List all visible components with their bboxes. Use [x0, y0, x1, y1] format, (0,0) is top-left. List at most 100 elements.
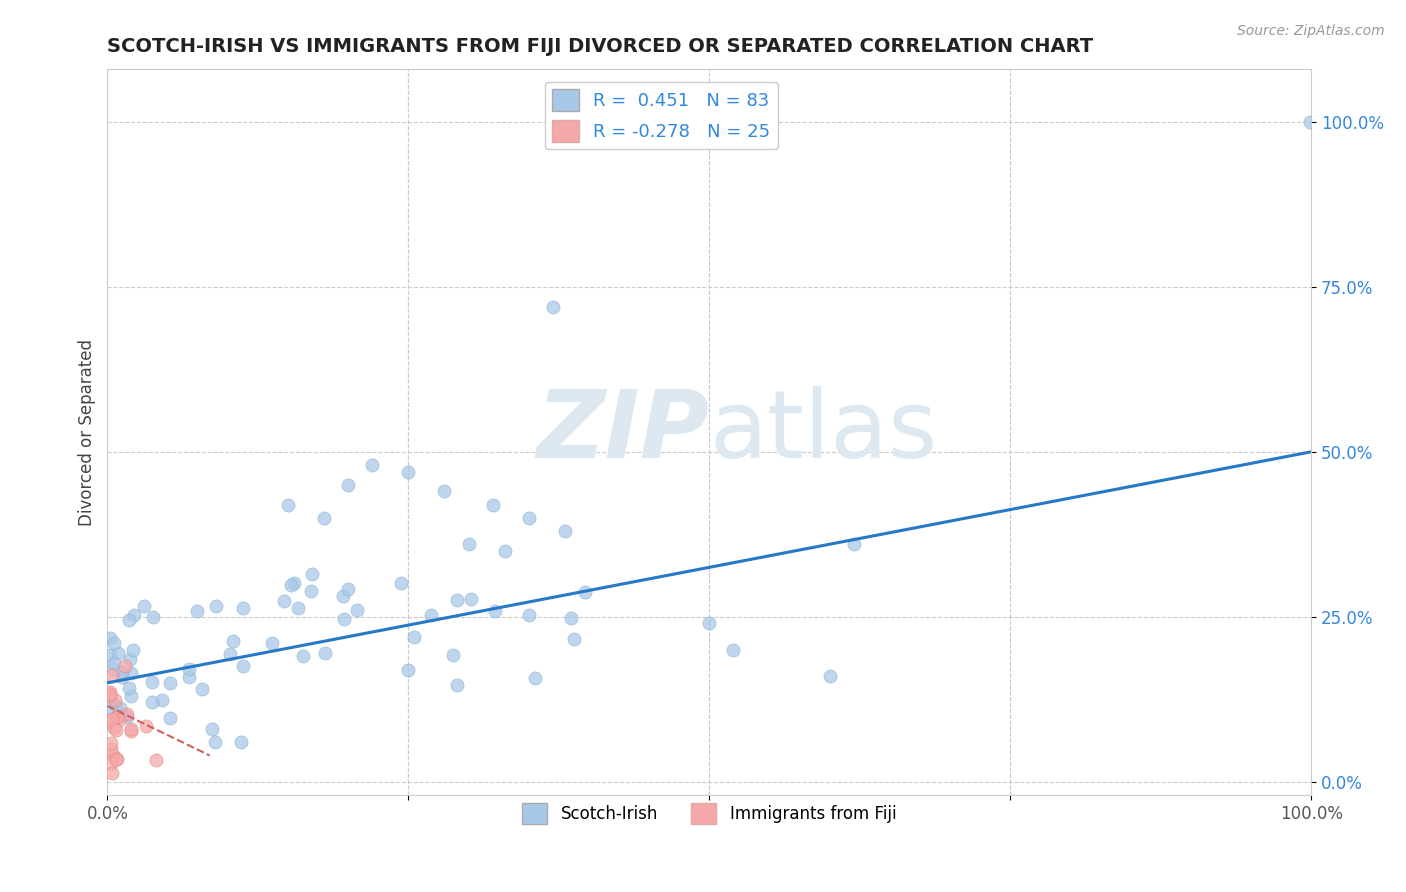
- Point: [446, 678, 468, 692]
- Text: SCOTCH-IRISH VS IMMIGRANTS FROM FIJI DIVORCED OR SEPARATED CORRELATION CHART: SCOTCH-IRISH VS IMMIGRANTS FROM FIJI DIV…: [107, 37, 1094, 56]
- Point: [120, 722, 142, 736]
- Point: [100, 736, 122, 750]
- Point: [273, 594, 295, 608]
- Point: [218, 647, 240, 661]
- Point: [98, 631, 121, 645]
- Point: [101, 766, 124, 780]
- Point: [104, 698, 127, 713]
- Point: [103, 748, 125, 763]
- Point: [574, 585, 596, 599]
- Point: [419, 607, 441, 622]
- Point: [564, 632, 586, 646]
- Point: [105, 723, 128, 737]
- Point: [389, 576, 412, 591]
- Point: [105, 752, 128, 766]
- Point: [361, 458, 384, 472]
- Point: [560, 611, 582, 625]
- Point: [98, 685, 121, 699]
- Point: [117, 710, 139, 724]
- Point: [141, 675, 163, 690]
- Point: [150, 693, 173, 707]
- Point: [98, 687, 121, 701]
- Point: [232, 600, 254, 615]
- Point: [494, 544, 516, 558]
- Point: [120, 724, 142, 739]
- Point: [333, 612, 356, 626]
- Point: [111, 670, 134, 684]
- Point: [105, 752, 128, 766]
- Point: [159, 710, 181, 724]
- Point: [404, 630, 426, 644]
- Point: [460, 592, 482, 607]
- Point: [141, 695, 163, 709]
- Point: [204, 735, 226, 749]
- Point: [484, 604, 506, 618]
- Point: [120, 665, 142, 680]
- Point: [124, 607, 146, 622]
- Point: [103, 721, 125, 735]
- Point: [110, 700, 132, 714]
- Point: [105, 709, 128, 723]
- Point: [177, 670, 200, 684]
- Point: [135, 719, 157, 733]
- Point: [103, 662, 125, 676]
- Point: [111, 665, 134, 679]
- Point: [177, 662, 200, 676]
- Point: [97, 714, 120, 729]
- Point: [842, 537, 865, 551]
- Point: [201, 722, 224, 736]
- Point: [396, 663, 419, 677]
- Point: [103, 636, 125, 650]
- Point: [100, 742, 122, 756]
- Point: [115, 706, 138, 721]
- Point: [118, 613, 141, 627]
- Point: [118, 681, 141, 695]
- Point: [262, 635, 284, 649]
- Point: [697, 616, 720, 631]
- Point: [519, 607, 541, 622]
- Point: [103, 657, 125, 671]
- Point: [159, 675, 181, 690]
- Point: [98, 700, 121, 714]
- Point: [396, 465, 419, 479]
- Point: [541, 300, 564, 314]
- Point: [818, 669, 841, 683]
- Point: [100, 668, 122, 682]
- Point: [314, 646, 336, 660]
- Point: [232, 659, 254, 673]
- Point: [280, 578, 302, 592]
- Point: [277, 498, 299, 512]
- Point: [101, 712, 124, 726]
- Point: [312, 511, 335, 525]
- Point: [107, 713, 129, 727]
- Point: [134, 599, 156, 613]
- Point: [120, 689, 142, 703]
- Point: [299, 584, 322, 599]
- Point: [524, 671, 547, 685]
- Point: [231, 735, 253, 749]
- Point: [481, 498, 503, 512]
- Point: [142, 610, 165, 624]
- Point: [346, 602, 368, 616]
- Point: [457, 537, 479, 551]
- Point: [446, 593, 468, 607]
- Point: [283, 576, 305, 591]
- Point: [112, 707, 135, 722]
- Point: [104, 692, 127, 706]
- Point: [723, 643, 745, 657]
- Point: [191, 681, 214, 696]
- Text: ZIP: ZIP: [537, 386, 709, 478]
- Point: [118, 652, 141, 666]
- Point: [517, 511, 540, 525]
- Point: [186, 603, 208, 617]
- Point: [145, 753, 167, 767]
- Text: atlas: atlas: [709, 386, 938, 478]
- Point: [114, 659, 136, 673]
- Point: [98, 648, 121, 662]
- Point: [287, 601, 309, 615]
- Point: [222, 633, 245, 648]
- Point: [204, 599, 226, 613]
- Point: [337, 478, 360, 492]
- Point: [1299, 115, 1322, 129]
- Y-axis label: Divorced or Separated: Divorced or Separated: [79, 339, 96, 525]
